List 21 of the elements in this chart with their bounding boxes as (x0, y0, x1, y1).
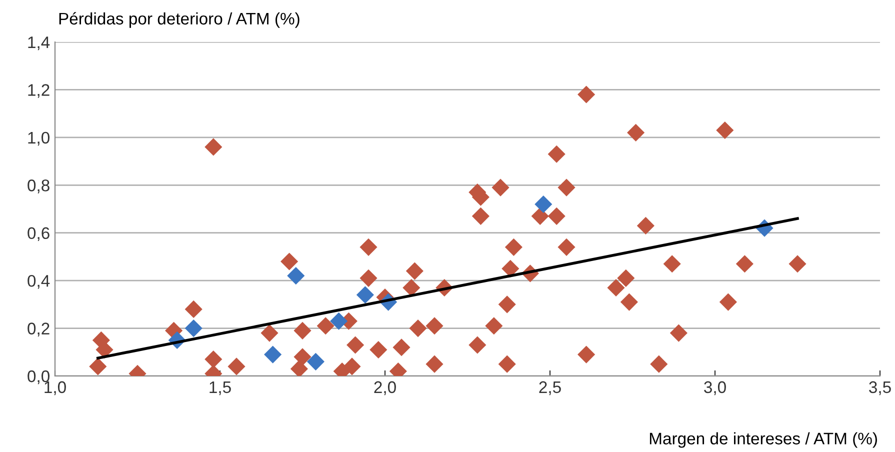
y-tick-label: 0,8 (28, 180, 50, 194)
x-tick-label: 2,0 (374, 381, 396, 396)
point (356, 286, 374, 304)
point (534, 195, 552, 214)
point (184, 320, 202, 338)
point (330, 312, 348, 330)
y-tick-label: 0,6 (28, 227, 50, 242)
x-tick-label: 3,0 (704, 381, 726, 396)
point (306, 352, 324, 370)
y-axis-title: Pérdidas por deterioro / ATM (%) (59, 12, 300, 28)
x-tick-label: 1,5 (210, 381, 231, 396)
x-axis-title: Margen de intereses / ATM (%) (650, 432, 877, 448)
y-tick-label: 1,2 (28, 84, 50, 98)
x-tick-label: 3,5 (869, 381, 891, 396)
y-tick-label: 1,0 (28, 132, 50, 146)
point (287, 267, 305, 285)
y-tick-label: 1,4 (28, 36, 50, 50)
y-tick-label: 0,2 (28, 322, 50, 336)
x-tick-label: 2,5 (539, 381, 561, 396)
y-tick-label: 0,4 (28, 274, 50, 289)
point (264, 346, 282, 364)
